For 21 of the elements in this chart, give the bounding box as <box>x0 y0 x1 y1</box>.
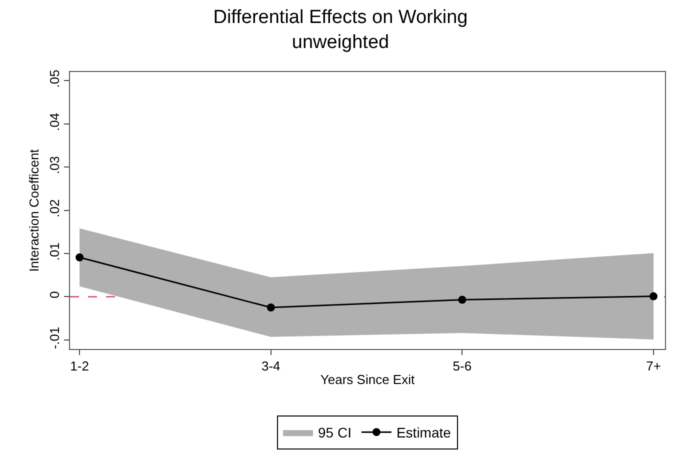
x-tick-label: 5-6 <box>452 358 472 374</box>
point <box>650 292 658 300</box>
chart-subtitle: unweighted <box>292 32 390 53</box>
x-tick-label: 7+ <box>646 358 661 374</box>
chart-title: Differential Effects on Working <box>213 7 468 28</box>
y-tick-label: -.01 <box>46 326 62 350</box>
y-tick-label: .04 <box>46 112 62 131</box>
point <box>458 296 466 304</box>
point <box>76 253 84 262</box>
legend-label: Estimate <box>396 424 452 441</box>
x-tick-label: 1-2 <box>70 358 89 374</box>
y-tick-label: .03 <box>46 156 62 174</box>
y-tick-label: .01 <box>46 242 62 261</box>
text: 95 CI <box>318 424 352 441</box>
y-axis-title: Interaction Coefficent <box>26 148 42 272</box>
point <box>266 304 275 312</box>
y-tick-label: 0 <box>46 291 62 298</box>
y-tick-label: .02 <box>46 199 62 218</box>
x-axis-title: Years Since Exit <box>320 372 415 388</box>
y-tick-label: .05 <box>46 70 62 88</box>
x-tick-label: 3-4 <box>261 358 280 374</box>
